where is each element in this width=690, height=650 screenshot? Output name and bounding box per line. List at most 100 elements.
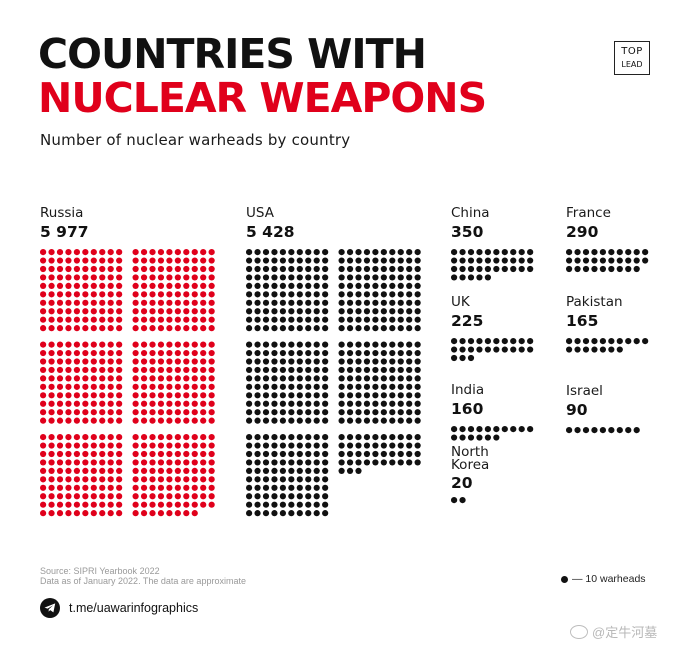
usa-dot (414, 274, 421, 281)
russia-dot (149, 400, 156, 407)
russia-dot (191, 434, 198, 441)
usa-dot (313, 358, 320, 365)
usa-dot (279, 450, 286, 458)
usa-dot (246, 366, 253, 374)
russia-dot (56, 409, 64, 416)
russia-dot (73, 291, 80, 298)
russia-dot (73, 316, 80, 323)
usa-dot (254, 417, 261, 424)
china-dot (484, 257, 491, 264)
russia-dot (166, 274, 173, 281)
usa-dot (406, 459, 413, 466)
russia-dot (40, 417, 47, 424)
usa-dot (355, 316, 362, 323)
russia-dot (48, 459, 55, 466)
russia-dot (149, 434, 156, 441)
russia-dot (90, 341, 97, 348)
russia-dot (90, 316, 97, 323)
usa-dot (262, 434, 270, 441)
usa-dot (246, 459, 253, 466)
usa-dot (372, 459, 379, 466)
usa-dot (254, 450, 261, 458)
russia-dot (157, 265, 165, 273)
usa-dot (322, 366, 329, 374)
russia-dot (200, 291, 207, 298)
russia-dot (200, 341, 207, 348)
china-value: 350 (451, 223, 484, 241)
usa-dot (414, 325, 421, 332)
china-dot (459, 265, 466, 273)
usa-dot (406, 249, 413, 256)
russia-dot (73, 417, 80, 424)
russia-dot (149, 510, 156, 517)
uk-dot (451, 346, 458, 353)
russia-dot (48, 341, 55, 348)
russia-dot (191, 291, 198, 298)
usa-dot (372, 265, 379, 273)
russia-dot (107, 325, 114, 332)
russia-dot (140, 366, 148, 374)
russia-dot (56, 493, 64, 500)
usa-dot (305, 366, 312, 374)
france-dot (625, 257, 632, 264)
russia-dot (140, 265, 148, 273)
russia-dot (99, 308, 106, 315)
russia-dot (208, 299, 215, 306)
usa-dot (338, 308, 345, 315)
usa-dot (288, 325, 295, 332)
russia-dot (107, 291, 114, 298)
russia-dot (140, 450, 148, 458)
russia-dot (200, 265, 207, 273)
usa-dot (414, 392, 421, 399)
russia-dot (107, 501, 114, 508)
usa-dot (296, 249, 303, 256)
russia-dot (174, 366, 181, 374)
uk-dot (518, 346, 525, 353)
telegram-link[interactable]: t.me/uawarinfographics (69, 601, 199, 615)
china-dot (451, 249, 458, 256)
usa-dot (389, 392, 396, 399)
usa-dot (279, 282, 286, 289)
france-dot (591, 265, 598, 273)
france-dot (599, 257, 607, 264)
usa-dot (279, 484, 286, 491)
usa-dot (296, 467, 303, 474)
russia-dot (56, 249, 64, 256)
usa-dot (406, 392, 413, 399)
russia-dot (90, 265, 97, 273)
weibo-watermark: @定牛河墓 (570, 622, 657, 641)
russia-dot (82, 383, 89, 390)
usa-dot (246, 501, 253, 508)
usa-dot (389, 358, 396, 365)
russia-dot (90, 299, 97, 306)
pakistan-dot (616, 346, 623, 353)
usa-dot (246, 434, 253, 441)
russia-dot (183, 308, 190, 315)
russia-dot (166, 308, 173, 315)
china-dot (518, 249, 525, 256)
russia-dot (200, 417, 207, 424)
russia-dot (99, 265, 106, 273)
russia-dot (149, 450, 156, 458)
russia-dot (166, 417, 173, 424)
russia-dot (157, 400, 165, 407)
russia-dot (116, 400, 123, 407)
usa-dot (288, 341, 295, 348)
russia-dot (48, 409, 55, 416)
telegram-link-row[interactable]: t.me/uawarinfographics (40, 598, 198, 618)
usa-dot (346, 274, 354, 281)
russia-dot (174, 442, 181, 449)
usa-dot (355, 392, 362, 399)
usa-dot (406, 308, 413, 315)
russia-dot (40, 341, 47, 348)
usa-dot (246, 265, 253, 273)
usa-dot (414, 383, 421, 390)
usa-dot (279, 375, 286, 382)
usa-dot (279, 417, 286, 424)
russia-dot (166, 358, 173, 365)
russia-dot (116, 265, 123, 273)
russia-dot (140, 392, 148, 399)
usa-dot (296, 291, 303, 298)
usa-dot (338, 299, 345, 306)
russia-dot (73, 349, 80, 357)
